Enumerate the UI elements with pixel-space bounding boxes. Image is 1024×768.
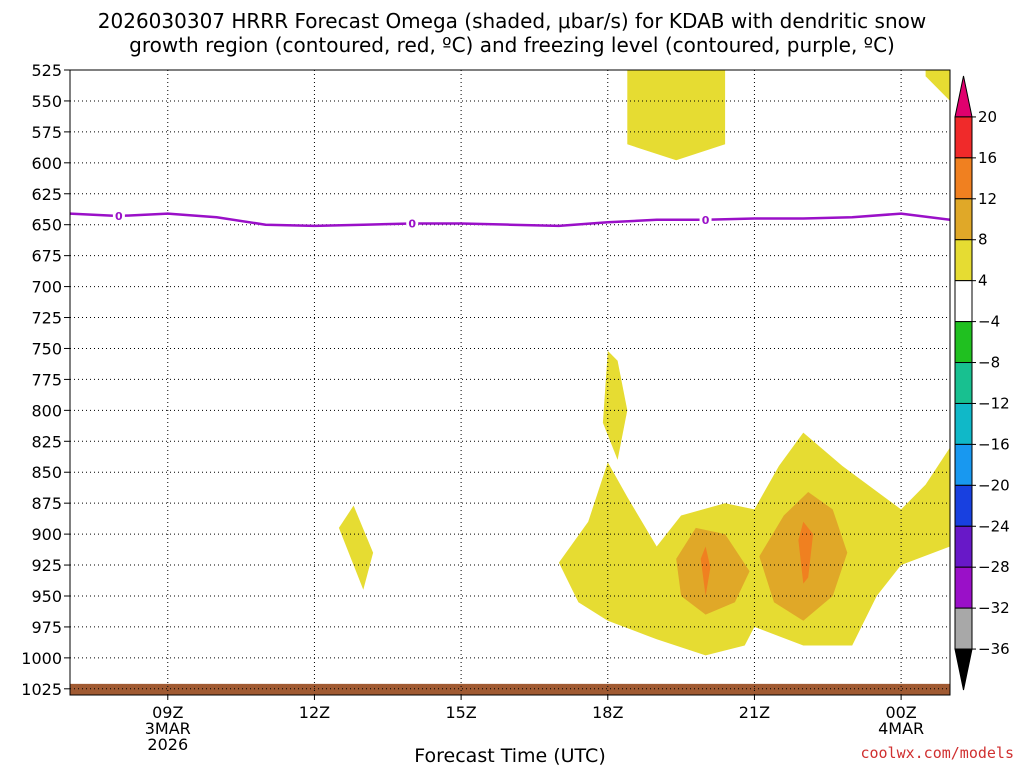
y-tick-label-525: 525 <box>31 61 62 80</box>
credit-text: coolwx.com/models <box>860 744 1014 762</box>
omega-region-4-8-0 <box>627 70 726 161</box>
y-tick-label-900: 900 <box>31 525 62 544</box>
y-tick-label-1025: 1025 <box>21 680 62 699</box>
y-tick-label-675: 675 <box>31 247 62 266</box>
colorbar-label-12: −32 <box>978 599 1010 617</box>
colorbar-label-6: −8 <box>978 354 1000 372</box>
omega-region-4-8-4 <box>558 432 950 656</box>
omega-shading <box>338 70 950 656</box>
plot-frame <box>69 69 951 696</box>
omega-region-4-8-1 <box>925 70 950 101</box>
freezing-label-bg-0 <box>112 208 125 225</box>
colorbar-bin-12 <box>954 566 973 609</box>
colorbar-bin-top <box>954 75 973 118</box>
y-tick-label-875: 875 <box>31 494 62 513</box>
y-tick-label-700: 700 <box>31 278 62 297</box>
omega-region-4-8-3 <box>338 505 374 590</box>
colorbar-label-5: −4 <box>978 313 1000 331</box>
chart-title-line2: growth region (contoured, red, ºC) and f… <box>129 33 895 57</box>
colorbar-label-2: 12 <box>978 190 997 208</box>
y-tick-label-575: 575 <box>31 123 62 142</box>
freezing-level-label-0: 0 <box>115 210 123 223</box>
plot-area: 0 0 0 <box>69 69 951 696</box>
y-tick-label-650: 650 <box>31 216 62 235</box>
y-tick-label-550: 550 <box>31 92 62 111</box>
x-tick-label-9-1: 3MAR <box>145 719 191 738</box>
colorbar-bin-11 <box>954 525 973 568</box>
colorbar-label-10: −24 <box>978 517 1010 535</box>
colorbar-label-1: 16 <box>978 149 997 167</box>
x-tick-label-21-0: 21Z <box>739 703 770 722</box>
colorbar-bin-9 <box>954 443 973 486</box>
colorbar-bin-7 <box>954 362 973 404</box>
chart-title-line1: 2026030307 HRRR Forecast Omega (shaded, … <box>98 9 926 33</box>
freezing-label-bg-1 <box>406 215 419 232</box>
freezing-level-label-2: 0 <box>702 214 710 227</box>
colorbar-bin-bottom <box>954 648 973 691</box>
y-tick-label-975: 975 <box>31 618 62 637</box>
y-axis: 525 550 575 600 625 650 675 700 725 750 775 800 825 8… <box>21 61 70 699</box>
x-tick-label-24-0: 00Z <box>885 703 916 722</box>
colorbar-bin-8 <box>954 402 973 445</box>
terrain-fill <box>70 683 950 695</box>
y-tick-label-800: 800 <box>31 401 62 420</box>
freezing-level-contour: 0 0 0 <box>69 208 951 232</box>
y-tick-label-850: 850 <box>31 463 62 482</box>
freezing-label-bg-2 <box>699 211 712 228</box>
colorbar-bin-1 <box>954 116 973 159</box>
omega-region-12-16-7 <box>700 546 711 596</box>
y-tick-label-925: 925 <box>31 556 62 575</box>
colorbar-label-8: −16 <box>978 435 1010 453</box>
colorbar-label-0: 20 <box>978 108 997 126</box>
omega-region-8-12-5 <box>676 527 750 615</box>
freezing-level-line <box>69 212 951 228</box>
colorbar-bin-3 <box>954 198 973 241</box>
terrain-band <box>70 683 950 695</box>
colorbar-bin-2 <box>954 157 973 200</box>
colorbar-label-11: −28 <box>978 558 1010 576</box>
freezing-level-label-1: 0 <box>408 217 416 230</box>
y-tick-label-1000: 1000 <box>21 649 62 668</box>
x-axis-label: Forecast Time (UTC) <box>414 745 605 767</box>
y-tick-label-625: 625 <box>31 185 62 204</box>
y-tick-label-950: 950 <box>31 587 62 606</box>
y-tick-label-825: 825 <box>31 432 62 451</box>
colorbar-bin-10 <box>954 484 973 527</box>
y-tick-label-775: 775 <box>31 370 62 389</box>
y-tick-label-600: 600 <box>31 154 62 173</box>
colorbar-label-13: −36 <box>978 640 1010 658</box>
x-tick-label-9-0: 09Z <box>152 703 183 722</box>
colorbar-bin-13 <box>954 607 973 650</box>
x-tick-label-9-2: 2026 <box>147 735 188 754</box>
x-tick-label-24-1: 4MAR <box>878 719 924 738</box>
x-tick-label-12-0: 12Z <box>299 703 330 722</box>
colorbar-label-9: −20 <box>978 476 1010 494</box>
grid-lines <box>70 70 950 695</box>
colorbar-bin-5 <box>954 280 973 323</box>
omega-region-12-16-8 <box>798 521 814 584</box>
y-tick-label-750: 750 <box>31 339 62 358</box>
colorbar: 20 16 12 8 4 −4 −8 −12 −16 −20 −24 −28 −32 −36 <box>954 75 1010 691</box>
x-tick-label-18-0: 18Z <box>592 703 623 722</box>
x-tick-label-15-0: 15Z <box>445 703 476 722</box>
colorbar-label-4: 4 <box>978 272 988 290</box>
colorbar-label-3: 8 <box>978 231 988 249</box>
colorbar-bin-6 <box>954 321 973 364</box>
y-tick-label-725: 725 <box>31 309 62 328</box>
colorbar-bin-4 <box>954 239 973 282</box>
colorbar-label-7: −12 <box>978 394 1010 412</box>
omega-region-4-8-2 <box>602 350 628 460</box>
